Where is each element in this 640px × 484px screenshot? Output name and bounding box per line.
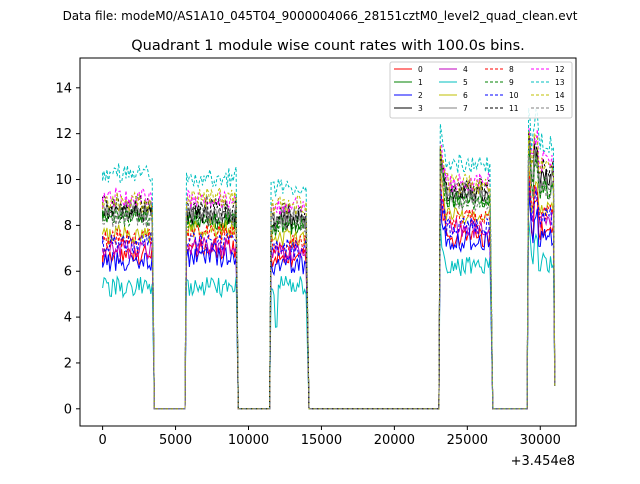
legend-label-0: 0 xyxy=(418,65,423,74)
y-tick-label: 2 xyxy=(64,356,72,371)
legend-label-8: 8 xyxy=(509,65,514,74)
series-line-0 xyxy=(102,183,556,410)
legend-label-10: 10 xyxy=(509,91,519,100)
legend-label-3: 3 xyxy=(418,104,423,113)
legend-label-5: 5 xyxy=(463,78,468,87)
x-tick-label: 30000 xyxy=(520,433,561,448)
x-axis: 0 5000 10000 15000 20000 25000 30000 xyxy=(98,426,561,448)
legend-label-2: 2 xyxy=(418,91,423,100)
axes-frame xyxy=(79,57,577,427)
series-line-3 xyxy=(102,131,556,410)
series-layer xyxy=(102,107,556,410)
chart-suptitle: Data file: modeM0/AS1A10_045T04_90000040… xyxy=(63,9,578,23)
legend-label-14: 14 xyxy=(555,91,565,100)
y-tick-label: 8 xyxy=(64,219,72,234)
y-tick-label: 14 xyxy=(55,81,72,96)
series-line-14 xyxy=(102,131,556,410)
series-line-5 xyxy=(102,220,556,410)
x-tick-label: 20000 xyxy=(374,433,415,448)
x-tick-label: 0 xyxy=(98,433,106,448)
chart-title: Quadrant 1 module wise count rates with … xyxy=(131,38,525,54)
x-tick-label: 5000 xyxy=(159,433,192,448)
y-tick-label: 10 xyxy=(55,173,72,188)
legend-label-7: 7 xyxy=(463,104,468,113)
y-tick-label: 6 xyxy=(64,265,72,280)
x-offset-label: +3.454e8 xyxy=(511,454,575,469)
legend-label-4: 4 xyxy=(463,65,468,74)
y-tick-label: 4 xyxy=(64,311,72,326)
legend-label-12: 12 xyxy=(555,65,565,74)
legend-label-13: 13 xyxy=(555,78,565,87)
legend-label-11: 11 xyxy=(509,104,519,113)
legend-frame xyxy=(389,61,573,119)
series-line-12 xyxy=(102,125,556,410)
legend-label-9: 9 xyxy=(509,78,514,87)
legend-label-6: 6 xyxy=(463,91,468,100)
x-tick-label: 10000 xyxy=(228,433,269,448)
series-line-7 xyxy=(102,139,556,410)
series-line-13 xyxy=(102,107,556,410)
series-line-15 xyxy=(102,155,556,410)
series-line-10 xyxy=(102,178,556,410)
y-tick-label: 0 xyxy=(64,402,72,417)
y-axis: 0 2 4 6 8 10 12 14 xyxy=(55,81,80,417)
legend-label-15: 15 xyxy=(555,104,565,113)
series-line-11 xyxy=(102,129,556,410)
y-tick-label: 12 xyxy=(55,127,72,142)
series-line-2 xyxy=(102,192,556,410)
legend-label-1: 1 xyxy=(418,78,423,87)
series-line-9 xyxy=(102,148,556,410)
x-tick-label: 25000 xyxy=(447,433,488,448)
series-line-4 xyxy=(102,175,556,410)
x-tick-label: 15000 xyxy=(301,433,342,448)
series-line-8 xyxy=(102,170,556,410)
